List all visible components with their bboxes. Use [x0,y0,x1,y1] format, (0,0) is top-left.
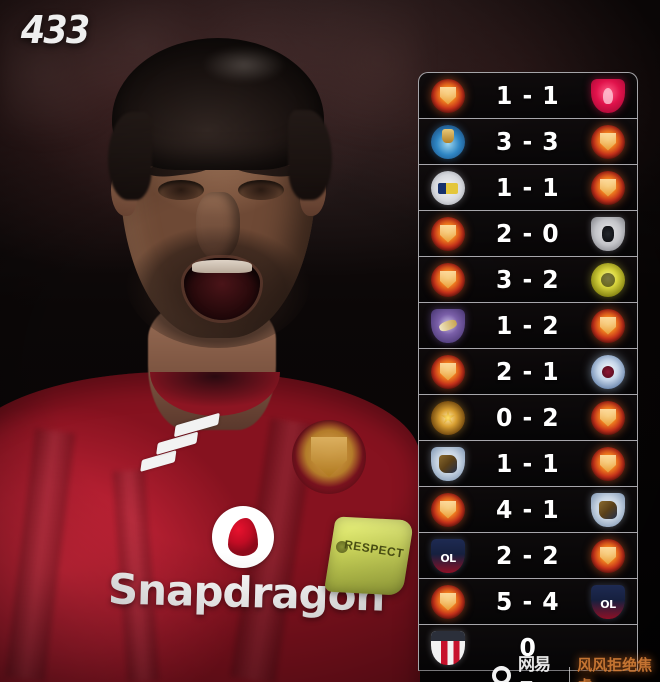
snapdragon-logo [212,506,274,568]
paok-badge [590,216,625,251]
player-photo: Snapdragon RESPECT [0,0,432,682]
manchester-united-badge [431,584,465,619]
player-teeth [192,260,252,273]
manchester-united-badge [590,538,625,573]
manchester-united-badge [431,492,465,527]
manchester-united-badge [590,446,625,481]
lyon-badge [590,584,625,619]
result-row: 2 - 1 [418,348,638,395]
steaua-badge [431,400,465,435]
match-score: 2 - 2 [496,541,560,570]
manchester-united-badge [431,216,465,251]
player-hair-highlight [196,44,292,90]
result-row: 0 - 2 [418,394,638,441]
player-hair-side [288,110,332,200]
netease-circle-icon [492,665,511,682]
watermark: 网易号 风风拒绝焦虑 [492,650,660,682]
manchester-united-badge [431,78,465,113]
manchester-united-badge [431,354,465,389]
match-score: 0 - 2 [496,403,560,432]
match-score: 2 - 1 [496,357,560,386]
match-score: 1 - 1 [496,449,560,478]
fenerbahce-badge [431,170,465,205]
player-eye-left [158,180,204,200]
result-row: 5 - 4 [418,578,638,625]
fcsb-badge [590,262,625,297]
viktoria-plzen-badge [431,308,465,343]
rangers-badge [590,354,625,389]
result-row: 1 - 1 [418,164,638,211]
watermark-username: 风风拒绝焦虑 [577,656,653,682]
real-sociedad-badge [590,492,625,527]
manchester-united-badge [431,262,465,297]
athletic-bilbao-badge [431,630,465,665]
match-score: 4 - 1 [496,495,560,524]
result-row: 1 - 1 [418,440,638,487]
watermark-brand: 网易号 [518,655,551,682]
match-score: 1 - 2 [496,311,560,340]
result-row: 1 - 1 [418,72,638,119]
result-row: 1 - 2 [418,302,638,349]
433-logo: 433 [20,8,90,52]
result-row: 3 - 3 [418,118,638,165]
player-nose [196,192,240,260]
manchester-united-crest [292,420,366,494]
result-row: 2 - 0 [418,210,638,257]
result-row: 3 - 2 [418,256,638,303]
result-row: 2 - 2 [418,532,638,579]
watermark-divider [569,666,571,682]
player-hair-side [108,112,152,200]
result-row: 0 [418,624,638,671]
match-score: 3 - 2 [496,265,560,294]
match-results-panel: 1 - 1 3 - 3 1 - 1 2 - 0 3 - 2 1 - 2 2 - 1 0 - 2… [418,72,638,671]
match-score: 2 - 0 [496,219,560,248]
manchester-united-badge [590,170,625,205]
match-score: 1 - 1 [496,173,560,202]
player-eye-right [238,180,284,200]
manchester-united-badge [590,308,625,343]
lyon-badge [431,538,465,573]
manchester-united-badge [590,124,625,159]
match-score: 0 [519,633,537,662]
match-score: 5 - 4 [496,587,560,616]
porto-badge [431,124,465,159]
match-score: 1 - 1 [496,81,560,110]
manchester-united-badge [590,400,625,435]
match-score: 3 - 3 [496,127,560,156]
result-row: 4 - 1 [418,486,638,533]
twente-badge [590,78,625,113]
real-sociedad-badge [431,446,465,481]
